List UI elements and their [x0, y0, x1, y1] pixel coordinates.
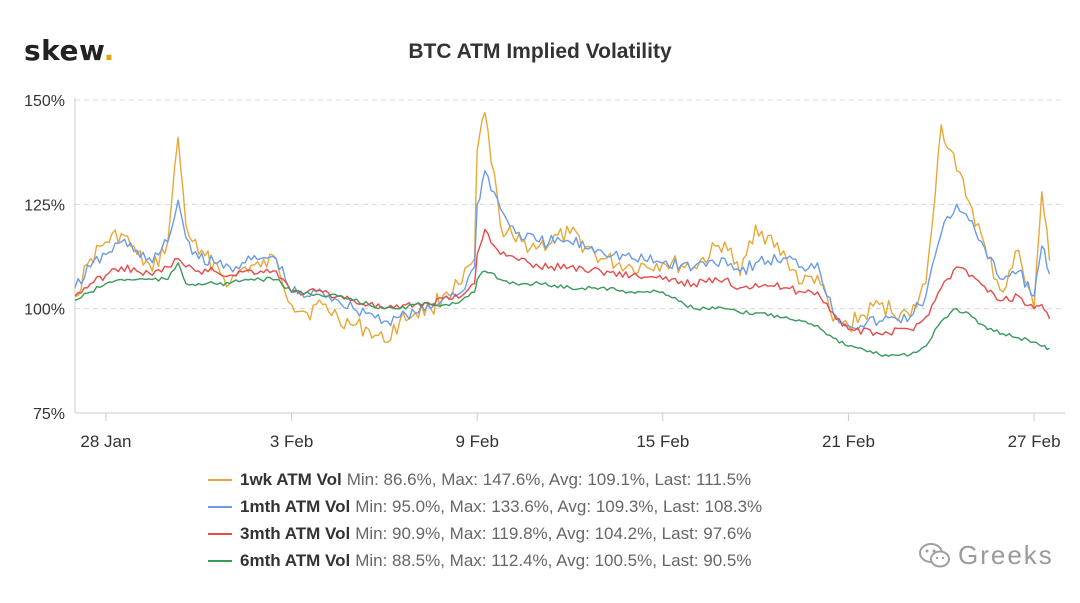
- legend-series-stats: Min: 95.0%, Max: 133.6%, Avg: 109.3%, La…: [355, 496, 763, 516]
- watermark: Greeks: [918, 540, 1054, 571]
- x-axis: 28 Jan 3 Feb 9 Feb 15 Feb 21 Feb 27 Feb: [75, 412, 1065, 451]
- y-tick-label: 150%: [24, 93, 65, 110]
- legend-swatch: [208, 478, 232, 481]
- y-tick-label: 125%: [24, 197, 65, 214]
- legend-item[interactable]: 1mth ATM Vol Min: 95.0%, Max: 133.6%, Avg…: [208, 493, 762, 520]
- wechat-icon: [919, 542, 950, 567]
- y-axis: 75% 100% 125% 150%: [24, 93, 76, 423]
- legend-series-name: 1mth ATM Vol: [240, 496, 351, 516]
- skew-logo: skew.: [24, 34, 115, 67]
- series-line-1mth: [74, 170, 1051, 331]
- series-line-3mth: [74, 228, 1051, 337]
- x-tick-label: 3 Feb: [270, 432, 313, 451]
- grid-lines: [75, 99, 1065, 414]
- chart-legend[interactable]: 1wk ATM Vol Min: 86.6%, Max: 147.6%, Avg:…: [208, 466, 762, 574]
- x-tick-label: 21 Feb: [822, 432, 875, 451]
- legend-swatch: [208, 505, 232, 508]
- y-tick-label: 100%: [24, 302, 65, 319]
- legend-series-name: 6mth ATM Vol: [240, 550, 351, 570]
- legend-item[interactable]: 1wk ATM Vol Min: 86.6%, Max: 147.6%, Avg:…: [208, 466, 762, 493]
- logo-text: skew: [24, 34, 104, 67]
- chart-title: BTC ATM Implied Volatility: [408, 40, 672, 63]
- x-tick-label: 9 Feb: [455, 432, 498, 451]
- series-line-1wk: [74, 111, 1051, 343]
- series-line-6mth: [74, 262, 1050, 357]
- legend-series-stats: Min: 86.6%, Max: 147.6%, Avg: 109.1%, La…: [346, 469, 752, 489]
- x-tick-label: 27 Feb: [1008, 432, 1061, 451]
- legend-swatch: [208, 532, 232, 535]
- x-tick-label: 28 Jan: [80, 432, 131, 451]
- logo-dot: .: [103, 34, 115, 67]
- x-tick-label: 15 Feb: [636, 432, 689, 451]
- legend-series-name: 1wk ATM Vol: [240, 469, 342, 489]
- legend-series-name: 3mth ATM Vol: [240, 523, 351, 543]
- y-tick-label: 75%: [33, 406, 65, 423]
- legend-series-stats: Min: 88.5%, Max: 112.4%, Avg: 100.5%, La…: [355, 550, 752, 570]
- legend-item[interactable]: 3mth ATM Vol Min: 90.9%, Max: 119.8%, Avg…: [208, 520, 762, 547]
- legend-item[interactable]: 6mth ATM Vol Min: 88.5%, Max: 112.4%, Avg…: [208, 547, 762, 574]
- watermark-text: Greeks: [958, 540, 1054, 570]
- legend-swatch: [208, 559, 232, 562]
- legend-series-stats: Min: 90.9%, Max: 119.8%, Avg: 104.2%, La…: [355, 523, 752, 543]
- series-lines: [74, 111, 1051, 357]
